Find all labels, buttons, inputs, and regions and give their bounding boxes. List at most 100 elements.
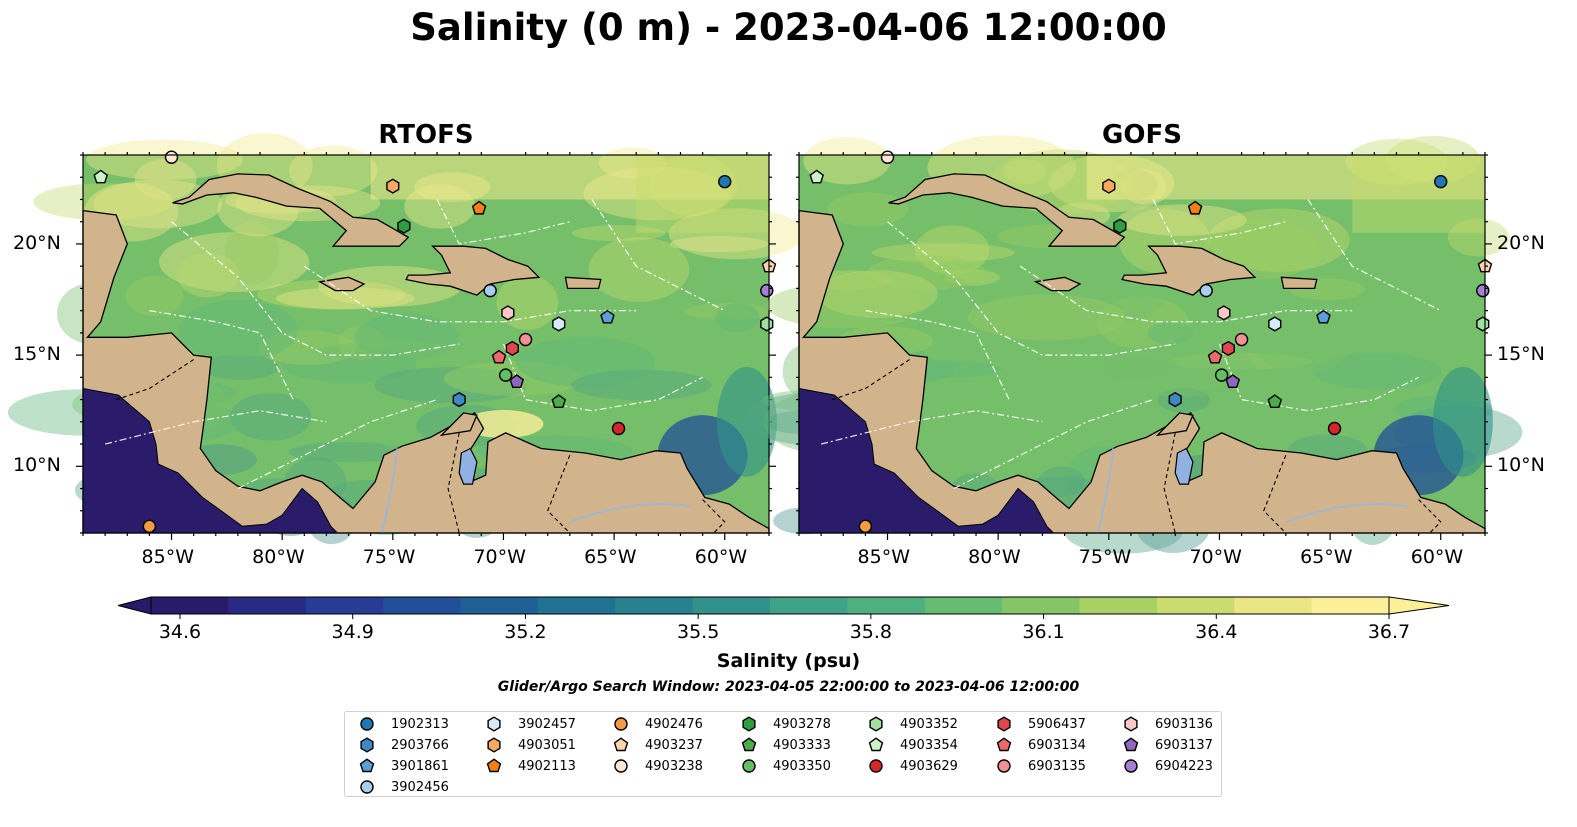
float-marker-4903350: [742, 759, 756, 773]
float-marker-6904223: [760, 283, 774, 298]
colorbar-tick-label: 34.9: [331, 621, 374, 643]
legend-marker-hexagon-icon: [742, 716, 756, 732]
float-marker-1902313: [360, 717, 374, 731]
legend-label: 3902456: [391, 779, 449, 795]
legend-label: 4902113: [518, 758, 576, 774]
x-tick-label: 65°W: [1300, 546, 1353, 568]
float-marker-4903354: [868, 737, 884, 752]
x-tick-label: 60°W: [1410, 546, 1464, 568]
float-marker-4903051: [487, 737, 501, 753]
legend-item: 4902476: [611, 714, 703, 734]
x-tick-label: 75°W: [1078, 546, 1132, 568]
colorbar-segment: [228, 597, 307, 614]
legend-marker-hexagon-icon: [1124, 716, 1138, 732]
legend-label: 4903051: [518, 737, 576, 753]
legend-item: 6903136: [1121, 714, 1213, 734]
x-tick-label: 80°W: [252, 546, 305, 568]
colorbar-tick-label: 36.1: [1022, 621, 1065, 643]
legend-label: 6903135: [1028, 758, 1086, 774]
colorbar-extend-low: [117, 596, 152, 615]
float-marker-1902313: [718, 174, 732, 189]
legend-label: 4903350: [773, 758, 831, 774]
panel-title-rtofs: RTOFS: [378, 120, 474, 150]
colorbar-tick-label: 34.6: [158, 621, 202, 643]
float-marker-6903135: [518, 332, 533, 347]
float-marker-3902456: [483, 283, 497, 298]
colorbar-tick-label: 36.7: [1367, 621, 1411, 643]
colorbar-segment: [305, 597, 384, 614]
float-marker-4903238: [614, 759, 628, 773]
float-marker-4903278: [1113, 218, 1127, 234]
float-marker-3902456: [1199, 283, 1213, 298]
legend-label: 6903134: [1028, 737, 1086, 753]
float-marker-4903350: [1214, 368, 1229, 382]
float-marker-6903137: [1123, 737, 1139, 752]
legend-item: 4903629: [866, 756, 958, 776]
legend-item: 4902113: [484, 756, 576, 776]
float-marker-6904223: [1476, 283, 1490, 298]
figure-title: Salinity (0 m) - 2023-04-06 12:00:00: [410, 6, 1167, 49]
float-marker-4903238: [164, 150, 179, 164]
float-marker-4903333: [1267, 394, 1283, 409]
legend-label: 4902476: [645, 716, 703, 732]
colorbar-tick-label: 35.2: [504, 621, 547, 643]
legend-marker-hexagon-icon: [487, 737, 501, 753]
float-marker-2903766: [452, 391, 466, 408]
float-marker-6903137: [1225, 374, 1241, 389]
float-marker-6904223: [1124, 759, 1138, 773]
colorbar-segment: [770, 597, 848, 614]
legend-label: 1902313: [391, 716, 449, 732]
legend-marker-circle-icon: [742, 759, 756, 773]
legend-marker-circle-icon: [1124, 759, 1138, 773]
legend-marker-circle-icon: [360, 780, 374, 794]
legend-item: 1902313: [357, 714, 449, 734]
legend-marker-circle-icon: [869, 759, 883, 773]
float-marker-4903278: [742, 716, 756, 732]
float-marker-3902456: [360, 780, 374, 794]
gofs-map: [743, 135, 1523, 554]
legend-label: 4903629: [900, 758, 958, 774]
legend-marker-hexagon-icon: [487, 716, 501, 732]
legend-item: 6903135: [994, 756, 1086, 776]
x-tick-label: 60°W: [694, 546, 748, 568]
float-marker-4903333: [551, 394, 567, 409]
colorbar-segment: [460, 597, 539, 614]
legend-item: 4903237: [611, 735, 703, 755]
legend-marker-pentagon-icon: [359, 758, 375, 773]
legend-label: 6903137: [1155, 737, 1213, 753]
colorbar-tick-label: 35.8: [849, 621, 892, 643]
legend-marker-pentagon-icon: [868, 737, 884, 752]
colorbar-segment: [1234, 597, 1313, 614]
colorbar-segment: [692, 597, 771, 614]
float-marker-3902457: [1268, 316, 1282, 332]
x-tick-label: 65°W: [584, 546, 637, 568]
x-tick-label: 85°W: [141, 546, 194, 568]
float-marker-4903333: [741, 737, 757, 752]
float-marker-4903629: [611, 421, 626, 436]
float-marker-6903134: [996, 737, 1012, 752]
legend-item: 6904223: [1121, 756, 1213, 776]
float-marker-4902113: [1187, 200, 1203, 215]
float-marker-3901861: [1316, 309, 1331, 324]
float-marker-2903766: [360, 737, 374, 753]
float-marker-4902476: [858, 519, 873, 534]
legend-item: 4903354: [866, 735, 958, 755]
float-marker-3901861: [359, 758, 375, 773]
float-marker-4902113: [471, 200, 487, 215]
float-marker-4903354: [93, 169, 108, 184]
legend-label: 4903278: [773, 716, 831, 732]
float-marker-3902457: [552, 316, 566, 332]
x-tick-label: 70°W: [1189, 546, 1242, 568]
float-marker-4903237: [613, 737, 629, 752]
legend-marker-hexagon-icon: [360, 737, 374, 753]
legend-label: 4903333: [773, 737, 831, 753]
float-marker-4903278: [397, 218, 411, 234]
float-marker-4902476: [142, 519, 157, 534]
float-marker-6903137: [509, 374, 525, 389]
float-marker-4903350: [498, 368, 513, 382]
x-tick-label: 80°W: [968, 546, 1021, 568]
legend-marker-pentagon-icon: [1123, 737, 1139, 752]
x-tick-label: 75°W: [362, 546, 416, 568]
float-marker-4903629: [1327, 421, 1342, 436]
legend-label: 3901861: [391, 758, 449, 774]
